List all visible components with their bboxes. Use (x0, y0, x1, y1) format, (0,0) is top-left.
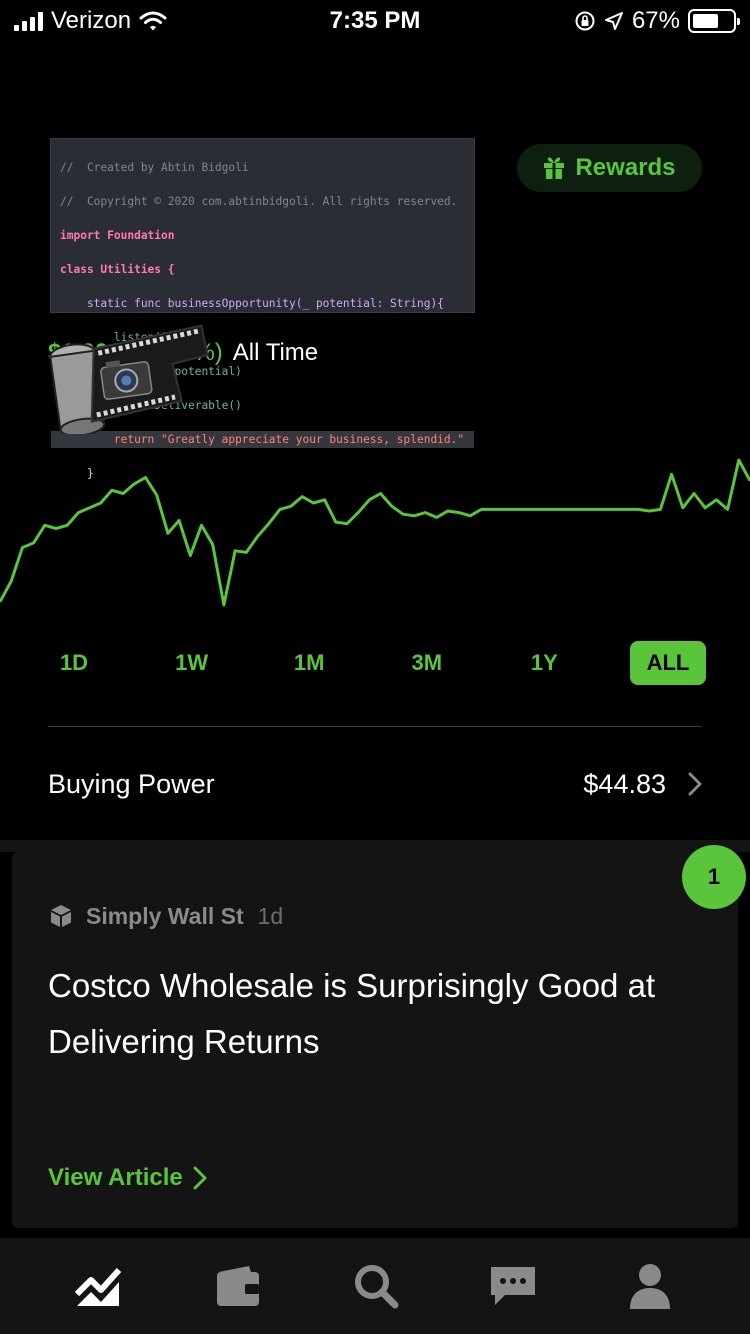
rewards-label: Rewards (575, 154, 676, 181)
news-card[interactable] (12, 852, 738, 1228)
clock: 7:35 PM (329, 7, 421, 34)
chart-series-line (0, 458, 750, 607)
orientation-lock-icon (575, 11, 595, 31)
status-right: 67% (574, 7, 740, 35)
range-1w[interactable]: 1W (175, 650, 209, 675)
search-icon (355, 1265, 399, 1309)
news-source-row: Simply Wall St 1d (48, 900, 283, 932)
account-icon (630, 1264, 670, 1309)
code-snippet-overlay: // Created by Abtin Bidgoli // Copyright… (50, 138, 475, 480)
portfolio-chart[interactable] (0, 440, 750, 620)
section-separator (0, 840, 750, 852)
divider (48, 726, 702, 727)
code-line: static func businessOpportunity(_ potent… (60, 297, 444, 310)
tab-account[interactable] (620, 1256, 680, 1316)
buying-power-row[interactable]: Buying Power $44.83 (48, 764, 702, 804)
performance-period: All Time (232, 339, 319, 366)
code-line: // Copyright © 2020 com.abtinbidgoli. Al… (60, 195, 458, 208)
carrier-name: Verizon (51, 7, 132, 34)
code-line: return "Greatly appreciate your business… (51, 431, 474, 448)
time-range-selector: 1D 1W 1M 3M 1Y ALL (30, 641, 720, 685)
range-1d[interactable]: 1D (59, 650, 89, 675)
news-count-badge: 1 (682, 845, 746, 909)
range-1y[interactable]: 1Y (530, 650, 558, 675)
tab-bar (0, 1238, 750, 1334)
buying-power-label: Buying Power (48, 768, 215, 799)
news-source-icon (51, 905, 71, 927)
tab-portfolio[interactable] (69, 1256, 129, 1316)
chevron-right-icon (193, 1166, 207, 1190)
chevron-right-icon (688, 772, 702, 796)
news-age: 1d (257, 902, 284, 929)
location-arrow-icon (604, 12, 623, 30)
code-line: // Created by Abtin Bidgoli (60, 161, 249, 174)
news-source-name: Simply Wall St (86, 902, 244, 929)
tab-wallet[interactable] (208, 1256, 268, 1316)
view-article-label: View Article (48, 1164, 183, 1191)
status-left: Verizon (14, 7, 167, 35)
tab-search[interactable] (346, 1256, 406, 1316)
view-article-link[interactable]: View Article (48, 1162, 207, 1194)
range-3m[interactable]: 3M (411, 650, 443, 675)
range-all[interactable]: ALL (630, 641, 706, 685)
buying-power-value: $44.83 (583, 768, 666, 799)
signal-icon (14, 11, 43, 31)
rewards-button[interactable]: Rewards (517, 144, 702, 192)
wifi-icon (139, 11, 167, 31)
tab-messages[interactable] (483, 1256, 543, 1316)
battery-percent: 67% (631, 7, 680, 34)
messages-icon (491, 1267, 535, 1305)
film-camera-icon (49, 324, 209, 434)
status-bar: Verizon 7:35 PM 67% (0, 0, 750, 40)
wallet-icon (217, 1266, 259, 1306)
code-line: class Utilities { (60, 263, 175, 276)
chart-icon (75, 1267, 122, 1306)
gift-icon (544, 157, 565, 179)
news-headline[interactable]: Costco Wholesale is Surprisingly Good at… (48, 967, 656, 1060)
code-line: import Foundation (60, 229, 175, 242)
battery-icon (688, 9, 740, 33)
code-line: } (60, 467, 94, 480)
range-1m[interactable]: 1M (293, 650, 325, 675)
